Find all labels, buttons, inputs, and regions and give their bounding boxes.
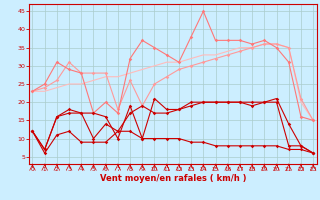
X-axis label: Vent moyen/en rafales ( km/h ): Vent moyen/en rafales ( km/h ) (100, 174, 246, 183)
